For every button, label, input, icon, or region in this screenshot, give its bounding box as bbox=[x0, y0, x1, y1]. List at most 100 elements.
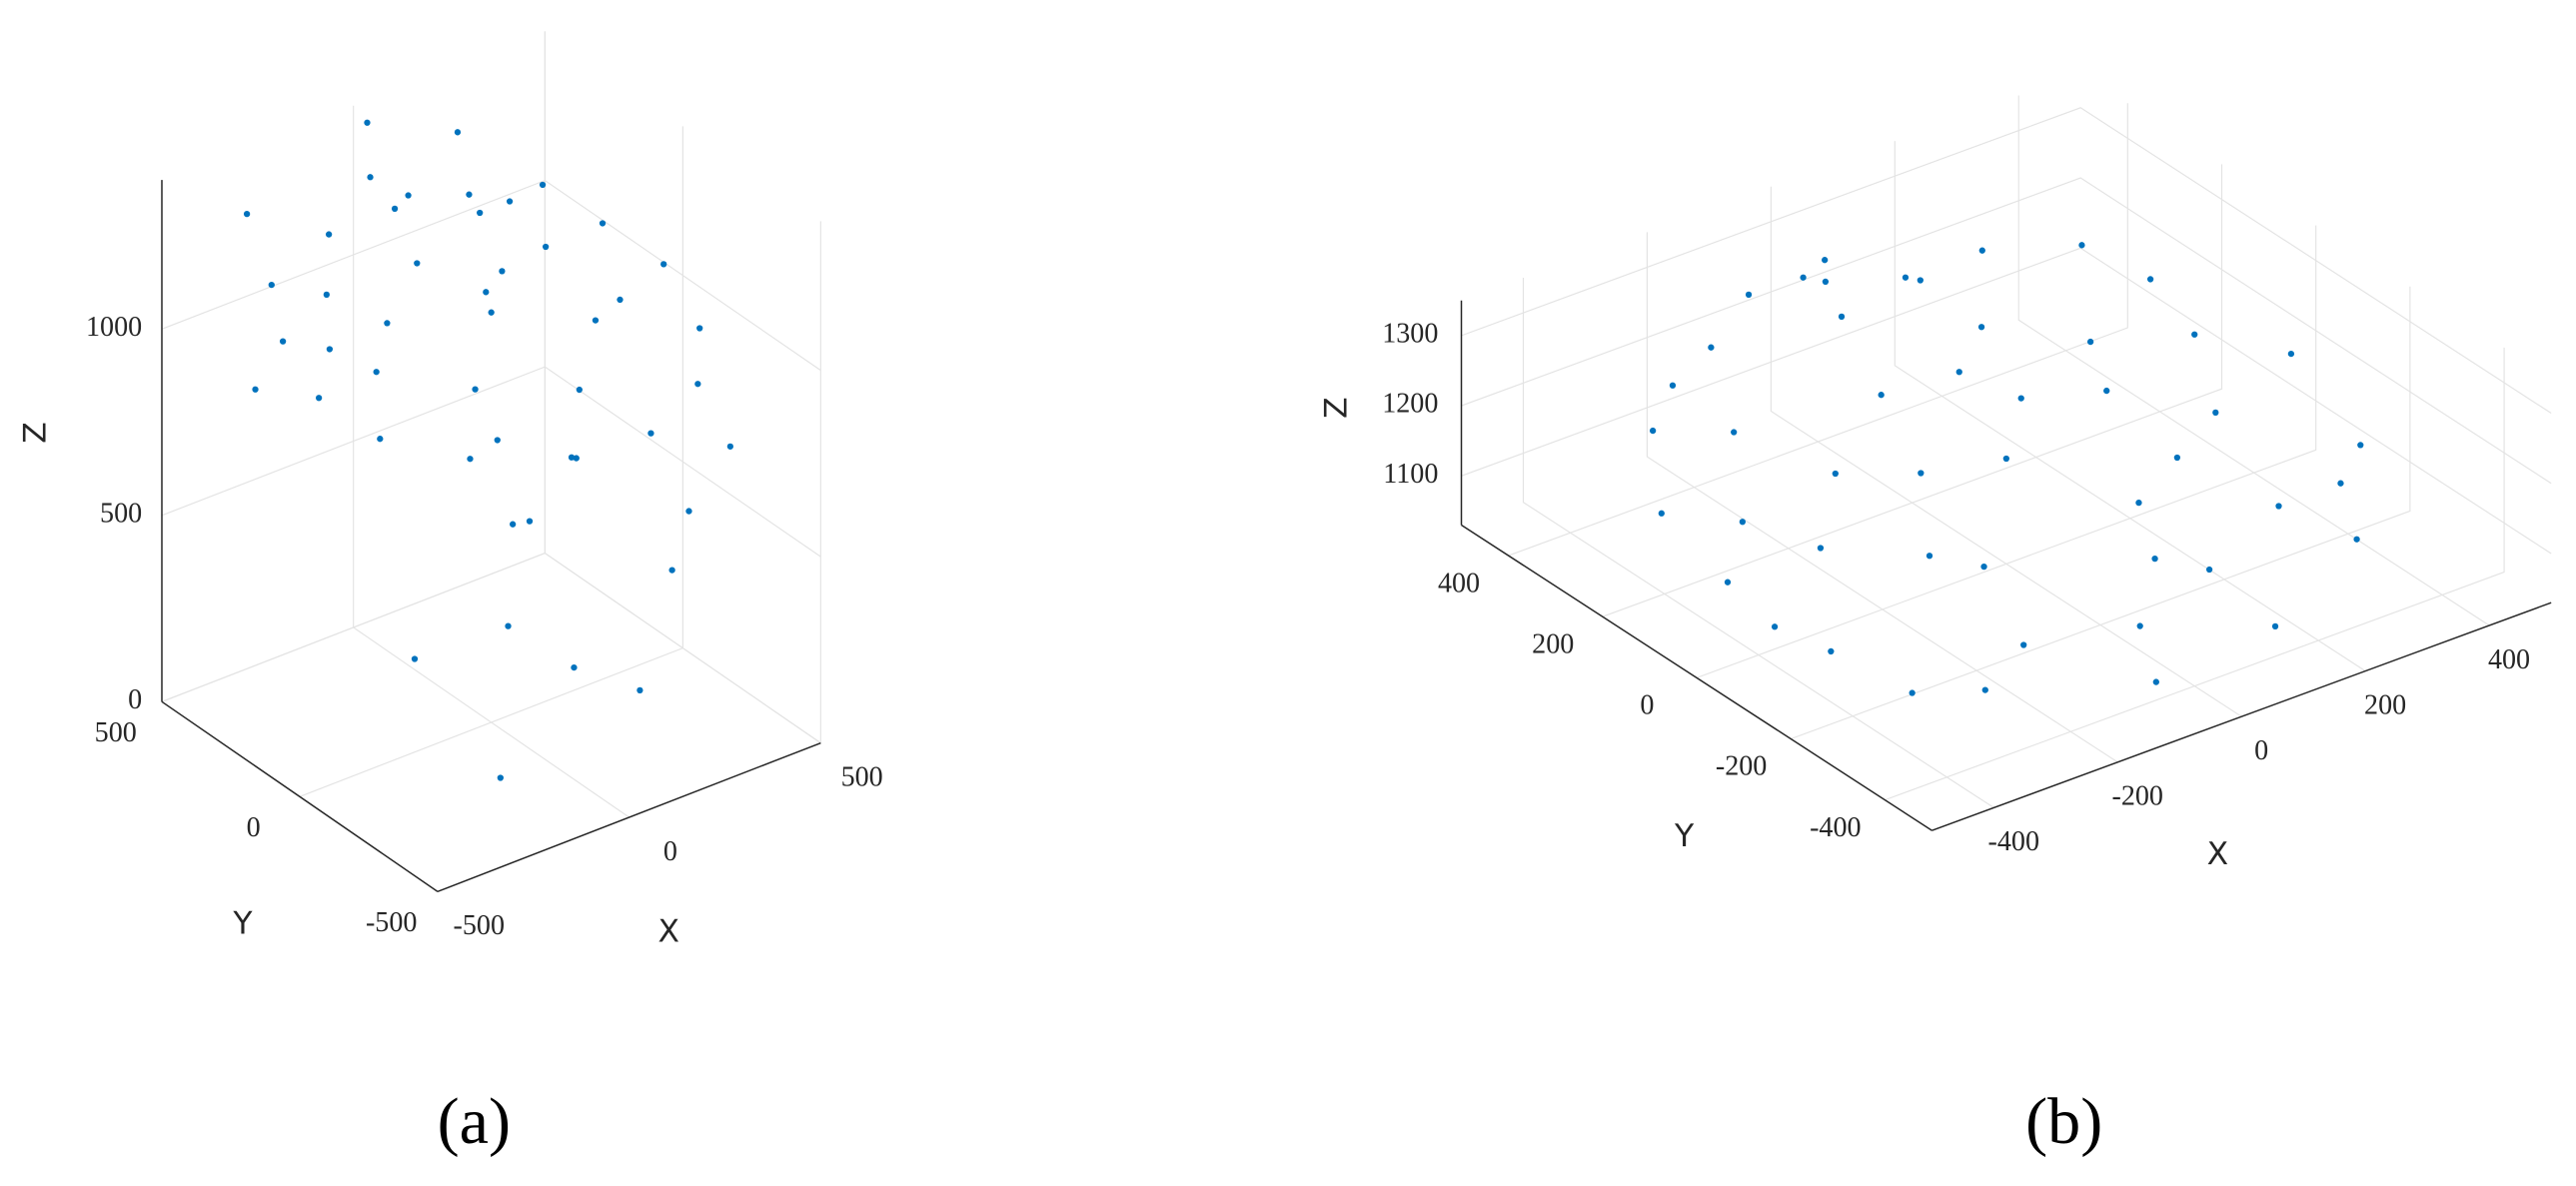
point bbox=[466, 191, 473, 198]
grid-line bbox=[299, 126, 683, 797]
x-axis-label: X bbox=[2207, 836, 2229, 872]
y-tick-label: 200 bbox=[1532, 628, 1574, 659]
grid-line bbox=[1602, 164, 2223, 617]
point bbox=[494, 437, 501, 444]
point bbox=[384, 320, 391, 327]
grid-line bbox=[161, 552, 821, 744]
point bbox=[377, 436, 384, 443]
point bbox=[405, 192, 412, 199]
y-tick-label: 500 bbox=[95, 717, 137, 748]
point bbox=[2103, 387, 2110, 395]
point bbox=[279, 338, 287, 345]
grid-line bbox=[1508, 103, 2128, 557]
grid-line bbox=[1646, 232, 2118, 763]
point bbox=[373, 369, 380, 376]
y-tick-label: 400 bbox=[1438, 568, 1480, 598]
point bbox=[1817, 545, 1825, 552]
point bbox=[599, 220, 607, 227]
point bbox=[1731, 429, 1738, 436]
y-tick-label: 0 bbox=[247, 812, 261, 843]
point bbox=[411, 655, 419, 662]
x-tick-label: -200 bbox=[2111, 781, 2162, 812]
point bbox=[472, 386, 479, 393]
point bbox=[499, 268, 506, 275]
point bbox=[1822, 257, 1829, 264]
point bbox=[2337, 480, 2344, 487]
point bbox=[467, 456, 474, 463]
point bbox=[1978, 247, 1985, 254]
y-axis-label: Y bbox=[1674, 818, 1695, 854]
point bbox=[2078, 242, 2085, 249]
point bbox=[1822, 278, 1830, 286]
point bbox=[1926, 553, 1933, 560]
point bbox=[326, 346, 334, 353]
y-axis bbox=[161, 700, 439, 892]
point bbox=[2136, 622, 2143, 629]
y-axis-label: Y bbox=[232, 905, 253, 941]
x-tick-label: -500 bbox=[454, 910, 505, 941]
point bbox=[726, 443, 734, 450]
z-axis-label: Z bbox=[1319, 397, 1355, 419]
x-tick-label: 400 bbox=[2488, 644, 2530, 675]
point bbox=[1669, 382, 1677, 389]
point bbox=[2135, 499, 2142, 507]
point bbox=[325, 231, 333, 238]
point bbox=[477, 209, 484, 217]
point bbox=[1832, 470, 1839, 478]
point bbox=[268, 281, 275, 289]
x-tick-label: -400 bbox=[1988, 826, 2039, 857]
point bbox=[2212, 409, 2219, 417]
point bbox=[2152, 678, 2159, 685]
grid-line bbox=[1790, 286, 2411, 740]
point bbox=[526, 518, 534, 525]
grid-line bbox=[1461, 247, 2552, 555]
x-tick-label: 0 bbox=[2254, 735, 2268, 766]
point bbox=[1977, 324, 1985, 331]
point bbox=[252, 386, 259, 393]
point bbox=[2146, 276, 2154, 283]
grid-line bbox=[1461, 107, 2552, 415]
point bbox=[592, 317, 600, 324]
point bbox=[1708, 344, 1715, 351]
y-tick-label: -400 bbox=[1810, 812, 1861, 843]
x-tick-label: 500 bbox=[841, 761, 883, 792]
y-tick-label: -200 bbox=[1716, 751, 1767, 782]
point bbox=[2017, 395, 2024, 402]
point bbox=[637, 686, 644, 694]
grid-line bbox=[437, 221, 821, 892]
point bbox=[1724, 579, 1732, 586]
point bbox=[571, 663, 578, 671]
point bbox=[497, 774, 504, 781]
caption: (b) bbox=[2025, 1085, 2102, 1158]
x-tick-label: 0 bbox=[663, 836, 677, 867]
point bbox=[1981, 686, 1988, 693]
point bbox=[694, 381, 701, 388]
point bbox=[685, 508, 692, 515]
point bbox=[1745, 291, 1753, 299]
point bbox=[505, 622, 512, 629]
point bbox=[539, 181, 547, 189]
z-axis-label: Z bbox=[17, 422, 53, 444]
grid-line bbox=[353, 105, 630, 818]
point bbox=[542, 243, 550, 251]
point bbox=[2191, 331, 2198, 338]
point bbox=[1658, 510, 1665, 517]
point bbox=[1955, 369, 1962, 376]
point bbox=[488, 309, 495, 316]
point bbox=[367, 174, 374, 181]
y-tick-label: -500 bbox=[366, 907, 417, 938]
point bbox=[2002, 455, 2009, 463]
grid-line bbox=[1522, 277, 1994, 808]
point bbox=[647, 430, 654, 437]
point bbox=[1980, 564, 1987, 571]
point bbox=[506, 198, 514, 205]
grid-line bbox=[161, 179, 821, 372]
point bbox=[2287, 350, 2295, 358]
z-tick-label: 1000 bbox=[86, 312, 142, 343]
caption: (a) bbox=[438, 1085, 511, 1158]
grid-line bbox=[1770, 186, 2242, 717]
grid-line bbox=[161, 180, 439, 892]
point bbox=[1902, 274, 1910, 281]
point bbox=[660, 261, 667, 268]
x-axis-label: X bbox=[658, 914, 680, 950]
